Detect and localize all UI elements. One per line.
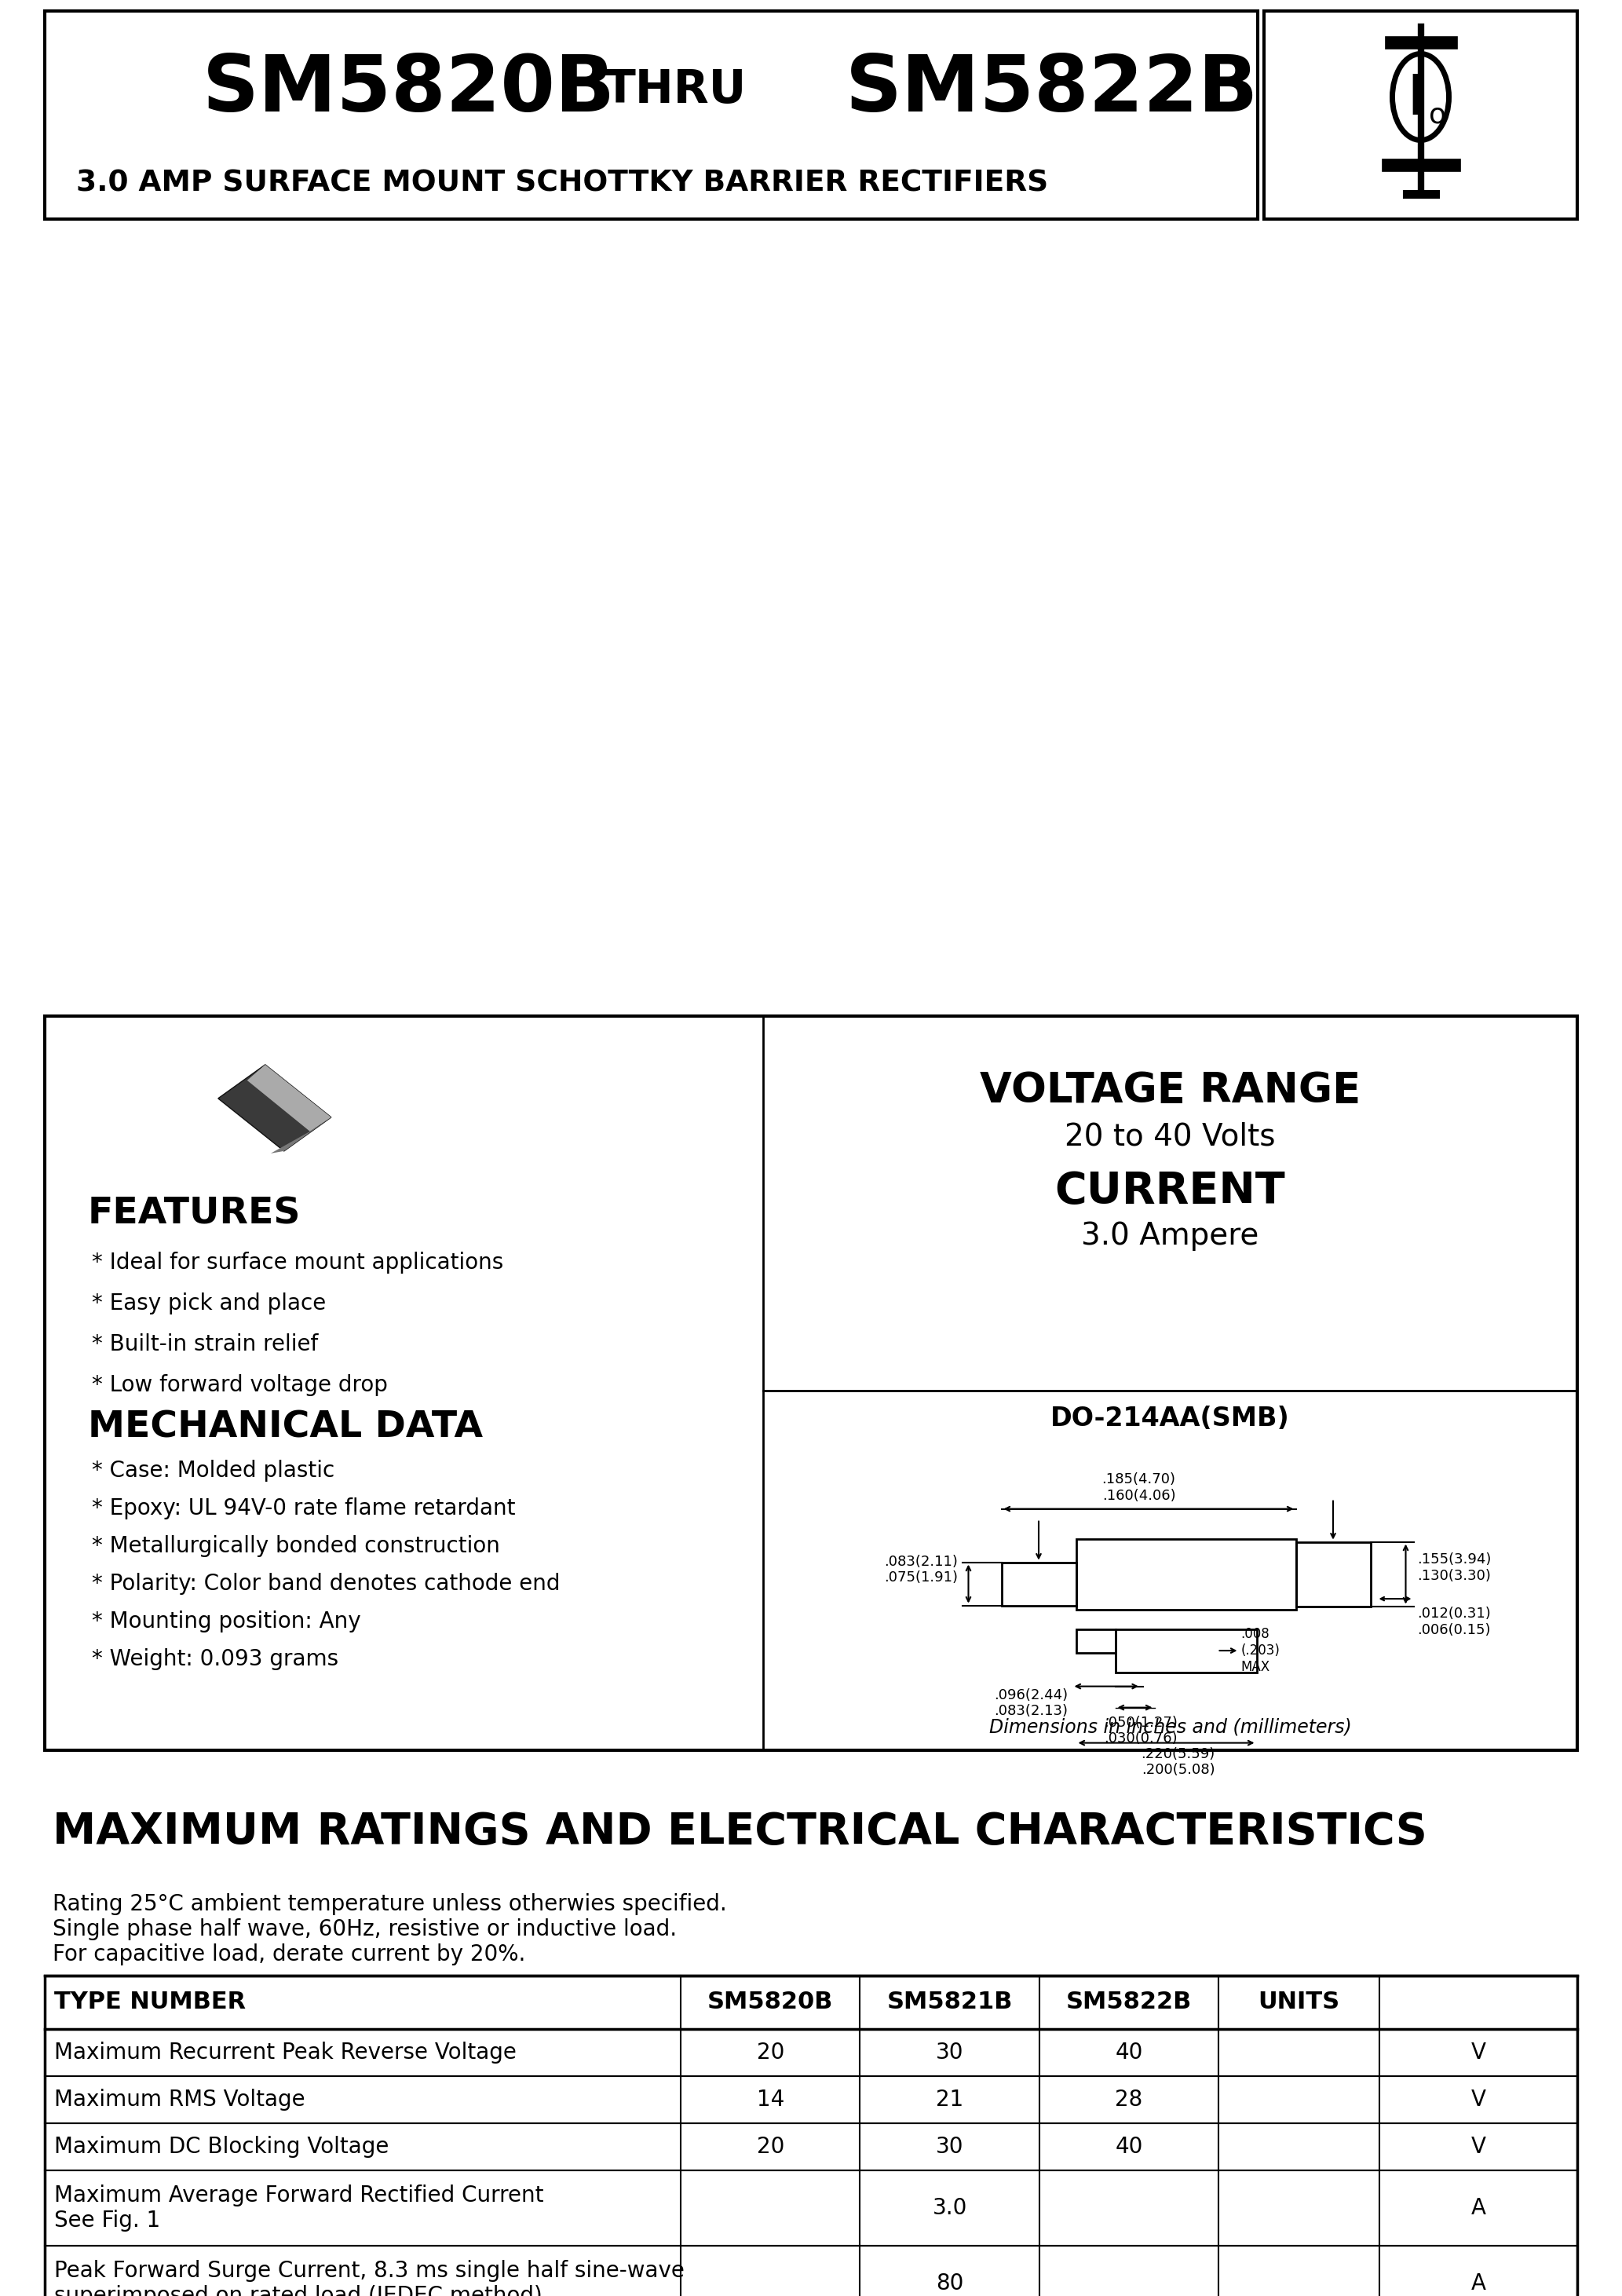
Polygon shape [247, 1065, 331, 1132]
Text: VOLTAGE RANGE: VOLTAGE RANGE [980, 1070, 1361, 1111]
Text: Maximum RMS Voltage: Maximum RMS Voltage [54, 2089, 305, 2110]
Text: * Mounting position: Any: * Mounting position: Any [92, 1609, 360, 1632]
Text: 20: 20 [756, 2135, 785, 2158]
Bar [1075, 1630, 1116, 1653]
Polygon shape [217, 1065, 331, 1150]
Text: SM5820B: SM5820B [203, 53, 615, 129]
Text: * Built-in strain relief: * Built-in strain relief [92, 1334, 318, 1355]
Text: .083(2.11)
.075(1.91): .083(2.11) .075(1.91) [884, 1554, 959, 1584]
Bar [45, 11, 1257, 218]
Text: CURRENT: CURRENT [1054, 1171, 1286, 1212]
Text: THRU: THRU [605, 67, 746, 113]
Text: * Low forward voltage drop: * Low forward voltage drop [92, 1375, 388, 1396]
Text: V: V [1471, 2041, 1486, 2064]
Text: A: A [1471, 2273, 1486, 2294]
Text: Dimensions in inches and (millimeters): Dimensions in inches and (millimeters) [989, 1717, 1351, 1736]
Text: * Weight: 0.093 grams: * Weight: 0.093 grams [92, 1649, 339, 1669]
Text: * Polarity: Color band denotes cathode end: * Polarity: Color band denotes cathode e… [92, 1573, 560, 1593]
Bar [45, 2124, 1577, 2170]
Text: 3.0: 3.0 [933, 2197, 967, 2218]
Text: Peak Forward Surge Current, 8.3 ms single half sine-wave
superimposed on rated l: Peak Forward Surge Current, 8.3 ms singl… [54, 2259, 684, 2296]
Bar [45, 2245, 1577, 2296]
Text: 20: 20 [756, 2041, 785, 2064]
Text: SM5821B: SM5821B [887, 1991, 1012, 2014]
Text: TYPE NUMBER: TYPE NUMBER [54, 1991, 247, 2014]
Text: * Ideal for surface mount applications: * Ideal for surface mount applications [92, 1251, 503, 1274]
Text: DO-214AA(SMB): DO-214AA(SMB) [1051, 1405, 1289, 1430]
Text: SM5822B: SM5822B [1066, 1991, 1192, 2014]
Text: For capacitive load, derate current by 20%.: For capacitive load, derate current by 2… [52, 1942, 526, 1965]
Bar [45, 1975, 1577, 2030]
Text: UNITS: UNITS [1259, 1991, 1340, 2014]
Text: Maximum Average Forward Rectified Current
See Fig. 1: Maximum Average Forward Rectified Curren… [54, 2183, 543, 2232]
Bar [45, 2076, 1577, 2124]
Text: 40: 40 [1114, 2041, 1144, 2064]
Bar [1296, 1543, 1371, 1607]
Bar [45, 1975, 1577, 2296]
Text: SM5820B: SM5820B [707, 1991, 834, 2014]
Text: * Epoxy: UL 94V-0 rate flame retardant: * Epoxy: UL 94V-0 rate flame retardant [92, 1497, 516, 1520]
Text: 20 to 40 Volts: 20 to 40 Volts [1064, 1123, 1275, 1153]
Text: Maximum Recurrent Peak Reverse Voltage: Maximum Recurrent Peak Reverse Voltage [54, 2041, 516, 2064]
Text: MAXIMUM RATINGS AND ELECTRICAL CHARACTERISTICS: MAXIMUM RATINGS AND ELECTRICAL CHARACTER… [52, 1812, 1427, 1853]
Text: MECHANICAL DATA: MECHANICAL DATA [88, 1410, 483, 1444]
Text: * Case: Molded plastic: * Case: Molded plastic [92, 1460, 334, 1481]
Text: FEATURES: FEATURES [88, 1196, 302, 1233]
Text: * Easy pick and place: * Easy pick and place [92, 1293, 326, 1316]
Text: Rating 25°C ambient temperature unless otherwies specified.: Rating 25°C ambient temperature unless o… [52, 1894, 727, 1915]
Text: Single phase half wave, 60Hz, resistive or inductive load.: Single phase half wave, 60Hz, resistive … [52, 1917, 676, 1940]
Text: I: I [1406, 71, 1427, 126]
Text: 40: 40 [1114, 2135, 1144, 2158]
Text: .185(4.70)
.160(4.06): .185(4.70) .160(4.06) [1101, 1472, 1176, 1502]
Text: 30: 30 [936, 2041, 963, 2064]
Text: .096(2.44)
.083(2.13): .096(2.44) .083(2.13) [994, 1688, 1069, 1717]
Text: 30: 30 [936, 2135, 963, 2158]
Text: .008
(.203)
MAX: .008 (.203) MAX [1241, 1628, 1280, 1674]
Text: * Metallurgically bonded construction: * Metallurgically bonded construction [92, 1534, 500, 1557]
Polygon shape [271, 1118, 331, 1153]
Bar [45, 1017, 1577, 1750]
Text: .050(1.27)
.030(0.76): .050(1.27) .030(0.76) [1105, 1715, 1178, 1745]
Text: V: V [1471, 2135, 1486, 2158]
Text: .220(5.59)
.200(5.08): .220(5.59) .200(5.08) [1140, 1747, 1215, 1777]
Text: .012(0.31)
.006(0.15): .012(0.31) .006(0.15) [1418, 1607, 1491, 1637]
Text: Maximum DC Blocking Voltage: Maximum DC Blocking Voltage [54, 2135, 389, 2158]
Text: 3.0 AMP SURFACE MOUNT SCHOTTKY BARRIER RECTIFIERS: 3.0 AMP SURFACE MOUNT SCHOTTKY BARRIER R… [76, 170, 1048, 197]
Text: 80: 80 [936, 2273, 963, 2294]
Bar [45, 2170, 1577, 2245]
Text: o: o [1429, 101, 1447, 129]
Bar [45, 2030, 1577, 2076]
Text: .155(3.94)
.130(3.30): .155(3.94) .130(3.30) [1418, 1552, 1492, 1582]
Bar [1075, 1538, 1296, 1609]
Bar [1116, 1630, 1257, 1671]
Text: 14: 14 [756, 2089, 783, 2110]
Text: SM5822B: SM5822B [845, 53, 1259, 129]
Text: 21: 21 [936, 2089, 963, 2110]
Text: 28: 28 [1116, 2089, 1144, 2110]
Text: V: V [1471, 2089, 1486, 2110]
Text: 3.0 Ampere: 3.0 Ampere [1082, 1221, 1259, 1251]
Bar [1264, 11, 1577, 218]
Text: A: A [1471, 2197, 1486, 2218]
Bar [1001, 1561, 1075, 1605]
